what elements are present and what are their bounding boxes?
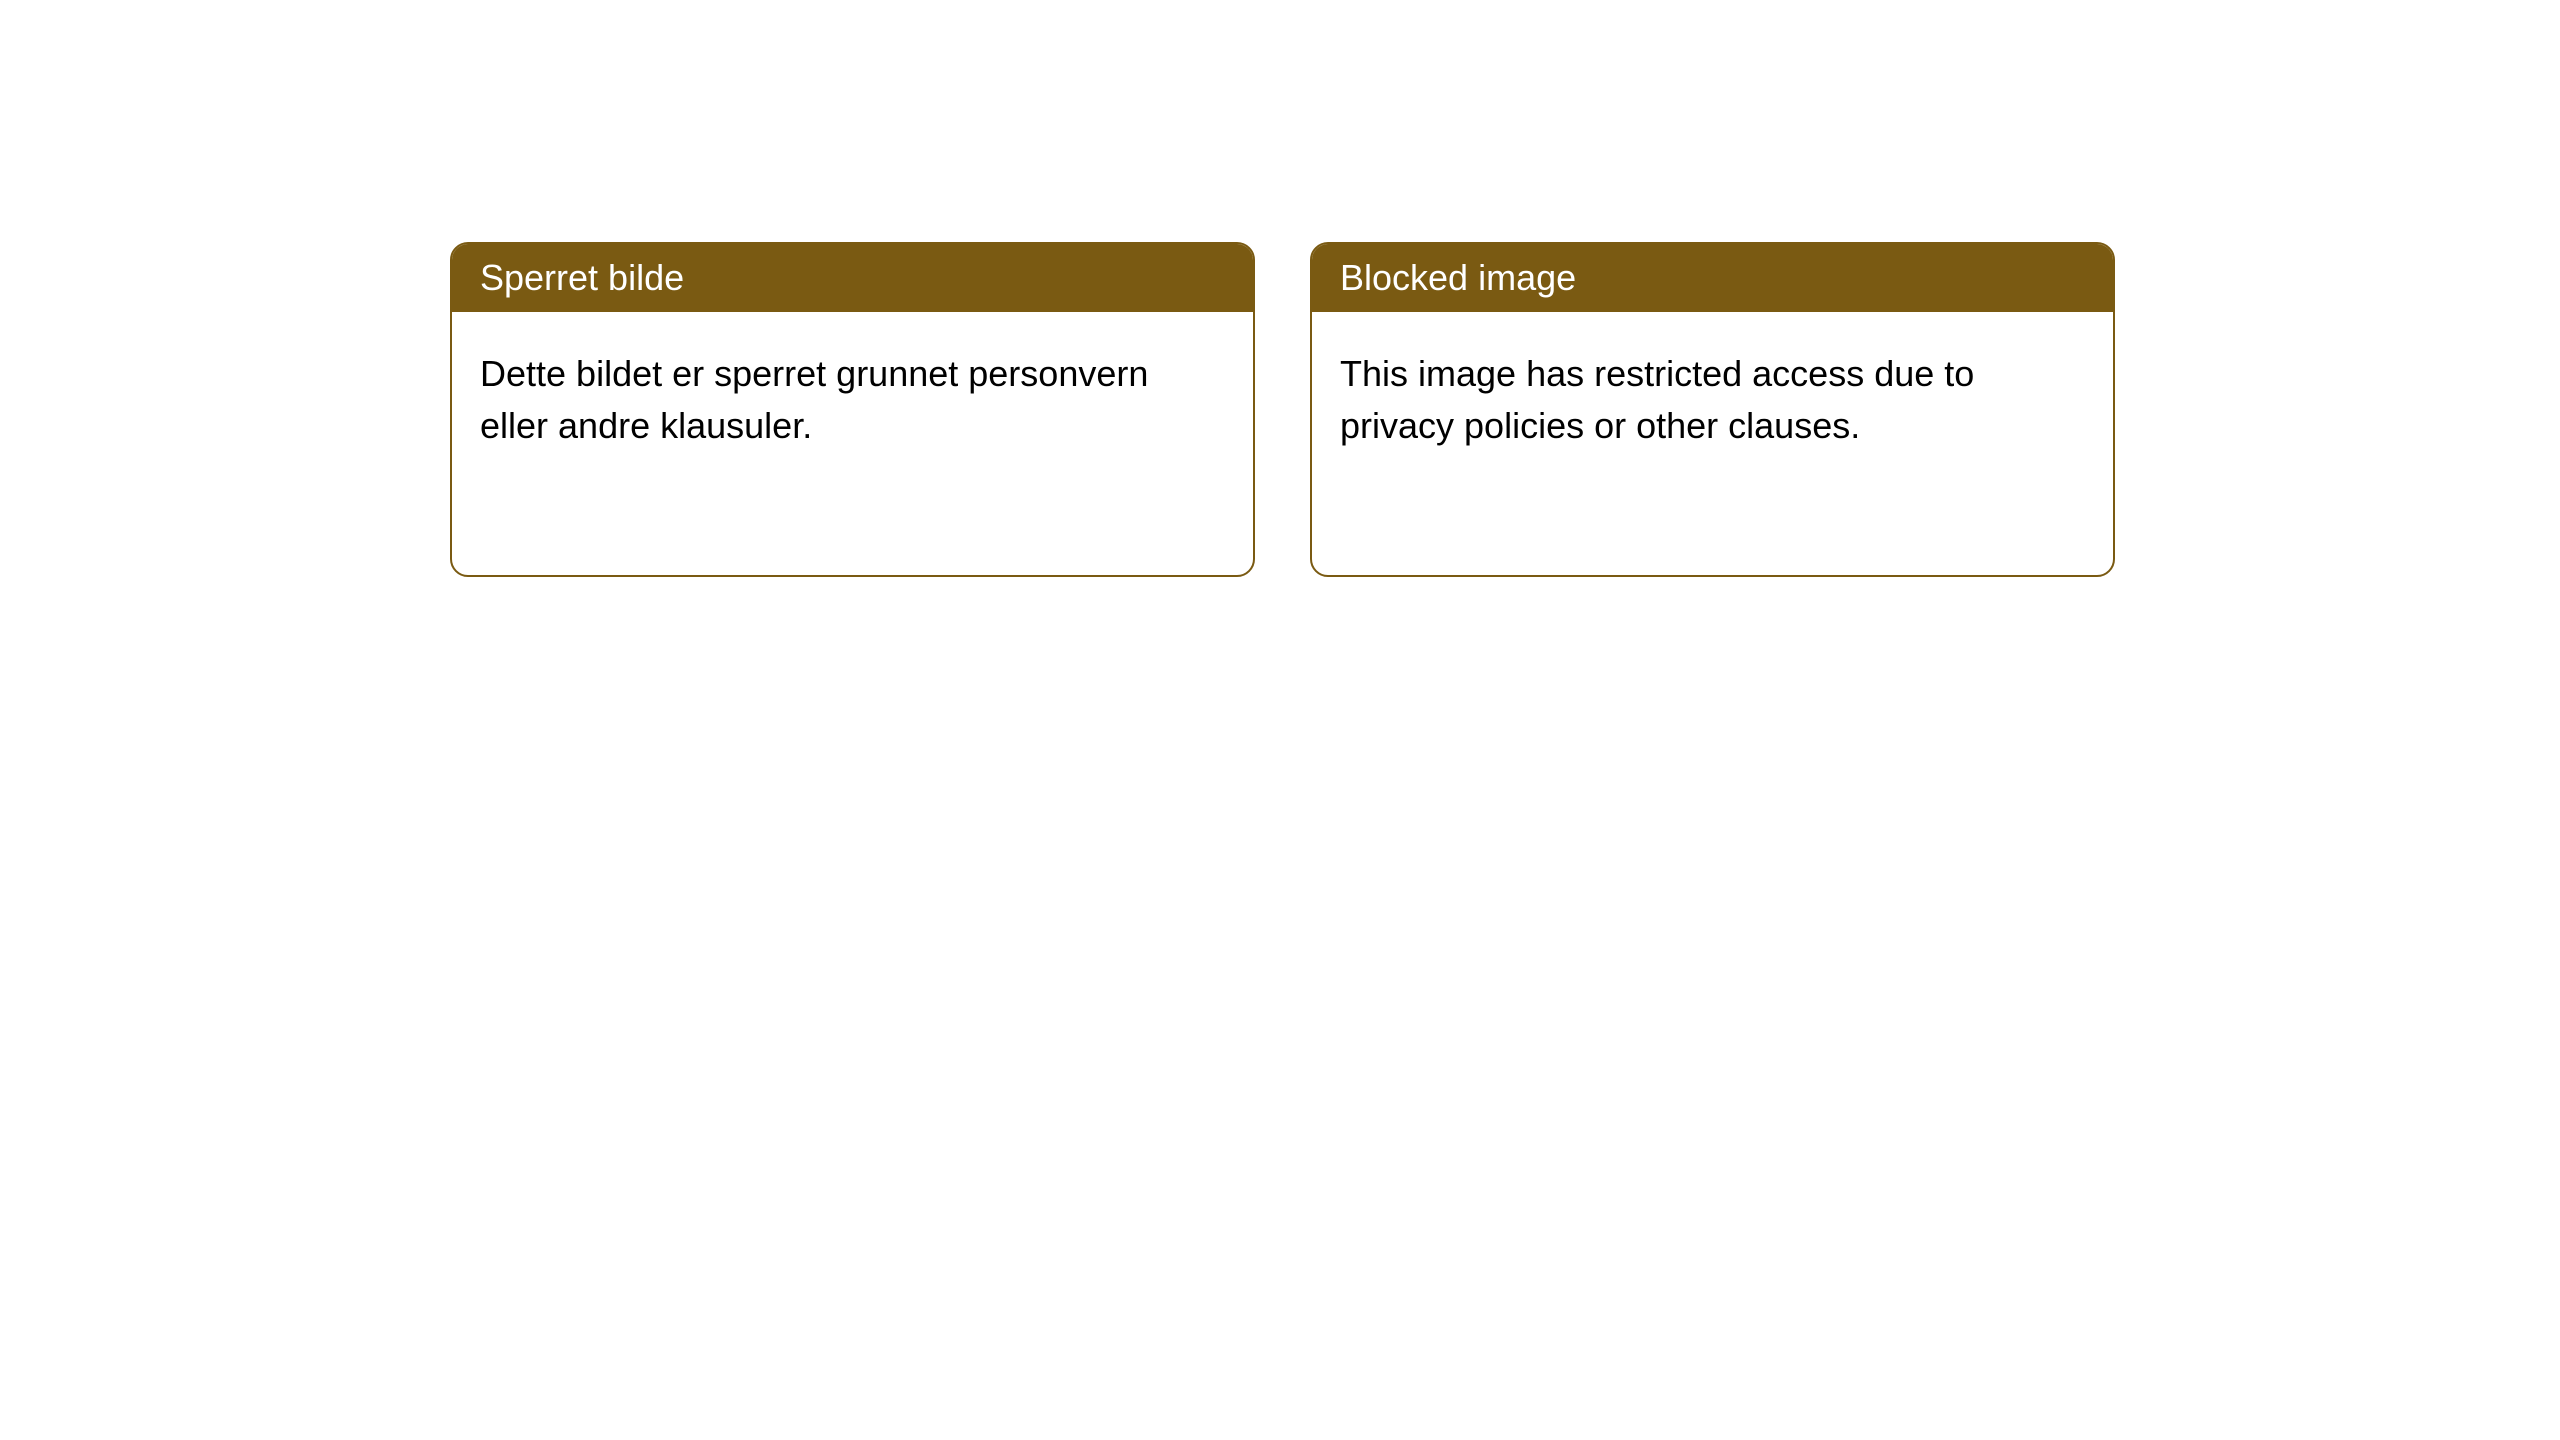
card-body-text: Dette bildet er sperret grunnet personve…: [480, 353, 1148, 446]
card-header: Blocked image: [1312, 244, 2113, 312]
notice-card-norwegian: Sperret bilde Dette bildet er sperret gr…: [450, 242, 1255, 577]
card-body: This image has restricted access due to …: [1312, 312, 2113, 488]
card-body: Dette bildet er sperret grunnet personve…: [452, 312, 1253, 488]
notice-container: Sperret bilde Dette bildet er sperret gr…: [450, 242, 2560, 577]
card-title: Blocked image: [1340, 257, 1576, 298]
card-header: Sperret bilde: [452, 244, 1253, 312]
card-title: Sperret bilde: [480, 257, 684, 298]
notice-card-english: Blocked image This image has restricted …: [1310, 242, 2115, 577]
card-body-text: This image has restricted access due to …: [1340, 353, 1974, 446]
